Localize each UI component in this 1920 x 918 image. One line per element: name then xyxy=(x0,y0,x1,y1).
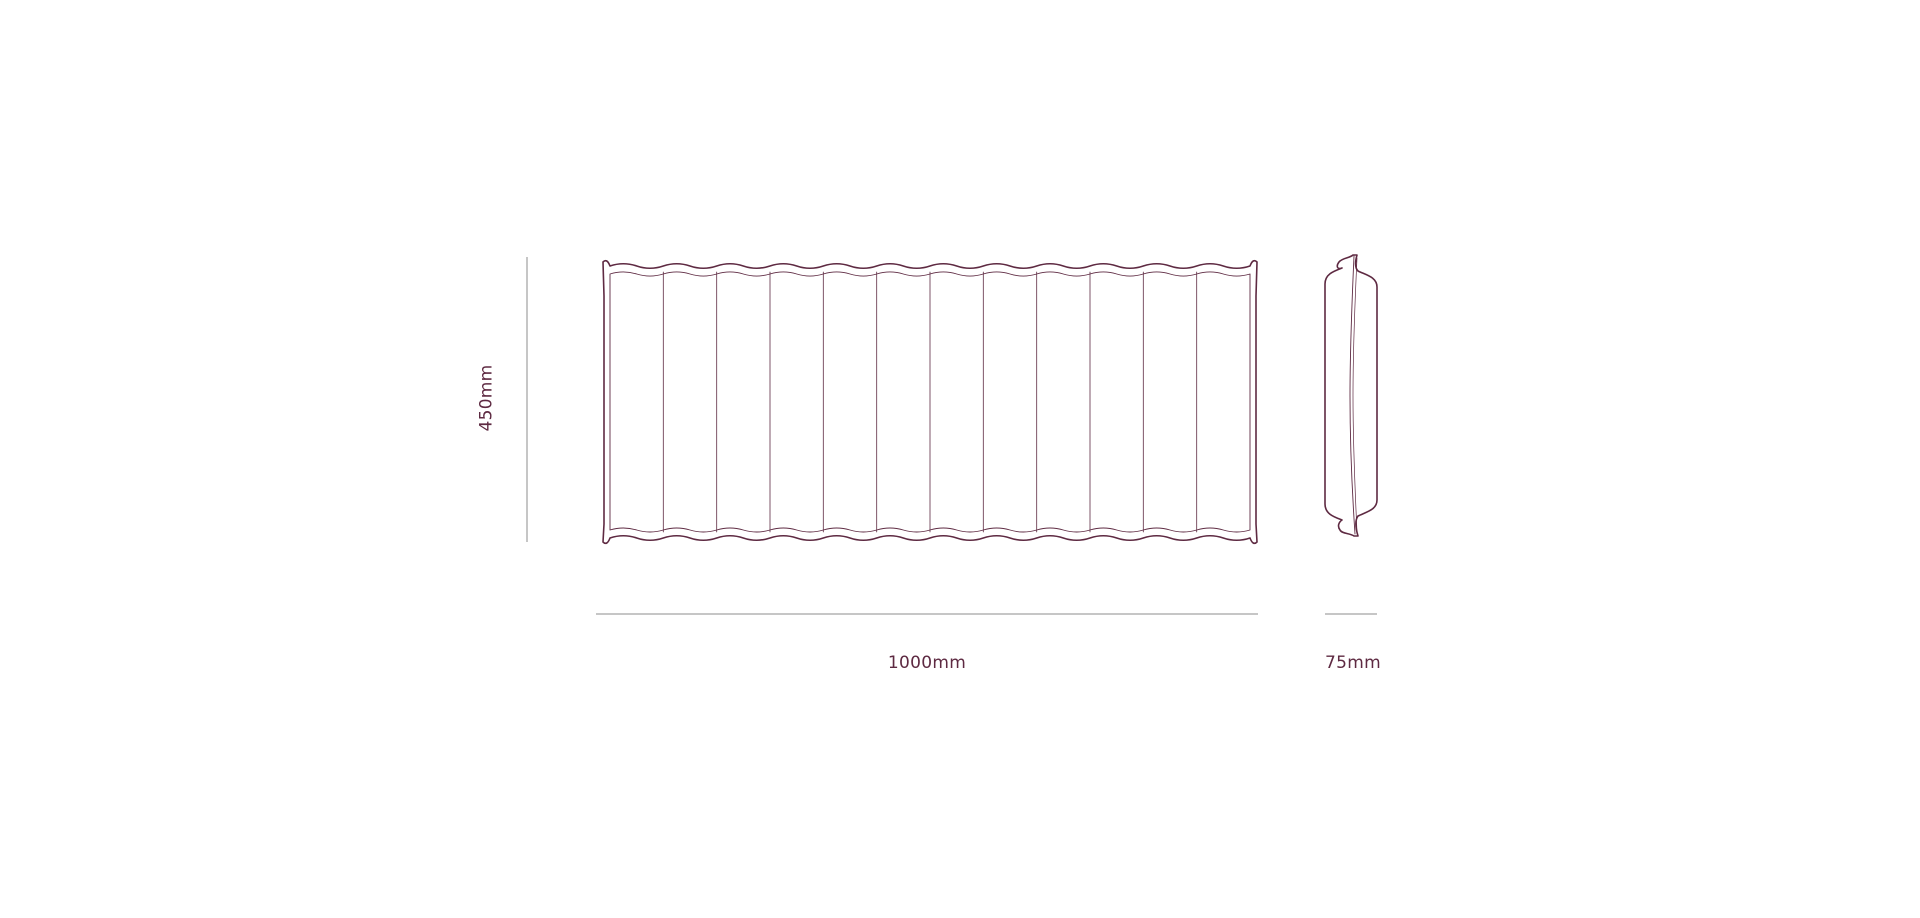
width-dimension-label: 1000mm xyxy=(887,653,967,673)
panel-side-view xyxy=(1324,254,1378,537)
depth-dimension-label: 75mm xyxy=(1325,653,1381,673)
side-body-outline xyxy=(1324,254,1378,537)
panel-flute-lines xyxy=(662,271,1198,533)
panel-front-view xyxy=(602,259,1258,545)
side-center-seam xyxy=(1349,255,1356,535)
height-dimension-label: 450mm xyxy=(476,364,497,432)
side-center-seam-inner xyxy=(1352,257,1358,533)
panel-outer-outline xyxy=(602,259,1258,545)
